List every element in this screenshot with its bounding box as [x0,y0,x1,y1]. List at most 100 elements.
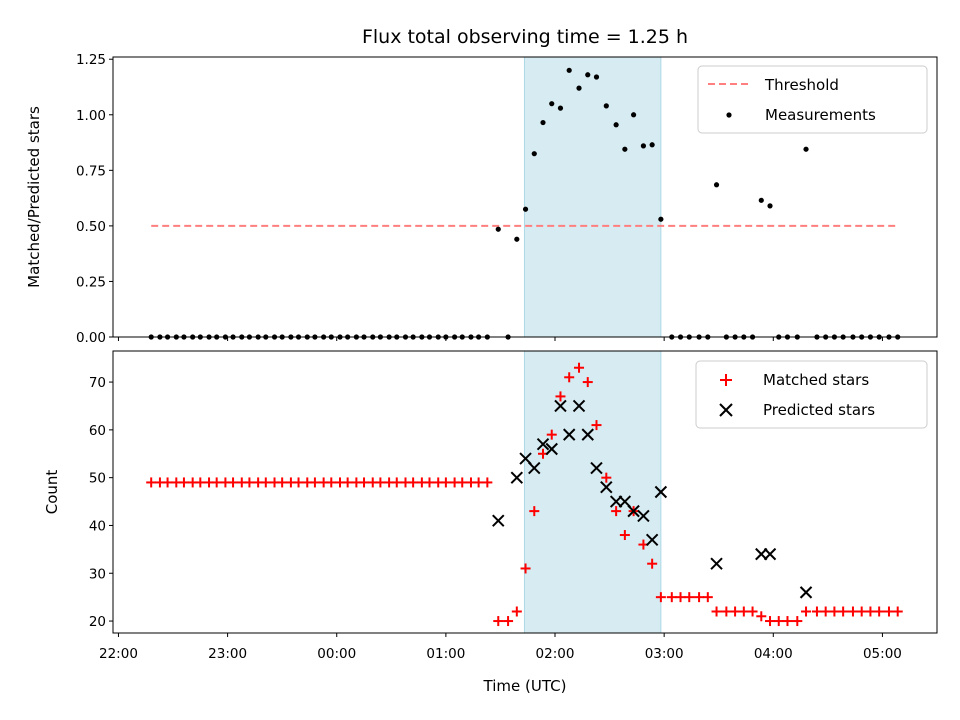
matched-star-point-24 [342,477,353,488]
xtick-label-5: 03:00 [645,646,684,662]
matched-star-point-79 [829,606,840,617]
bottom-ticks-layer: 20 30 40 50 60 70 22:00 23:00 00:00 01:00 02:00 03:… [89,375,902,662]
matched-star-point-22 [326,477,337,488]
matched-star-point-41 [482,477,493,488]
predicted-star-point-0 [492,514,505,527]
matched-star-point-0 [146,477,157,488]
measurement-point-44 [514,236,520,242]
bottom-legend: Matched stars Predicted stars [695,360,928,429]
bottom-ytick-label-0: 20 [89,614,106,630]
measurement-point-46 [531,151,537,157]
matched-star-point-30 [391,477,402,488]
predicted-star-point-16 [645,533,659,547]
legend-measurements-label: Measurements [765,106,876,124]
matched-star-point-66 [711,606,722,617]
matched-star-point-28 [375,477,386,488]
xtick-label-4: 02:00 [536,646,575,662]
top-axes-frame [112,56,938,338]
matched-star-point-72 [765,616,776,627]
top-ylabel: Matched/Predicted stars [25,106,43,288]
matched-star-point-74 [782,616,793,627]
matched-star-point-16 [277,477,288,488]
predicted-star-point-5 [545,442,558,456]
matched-star-point-51 [574,362,585,373]
legend-matched-label: Matched stars [763,371,869,389]
matched-star-point-26 [359,477,370,488]
matched-star-point-14 [260,477,271,488]
legend-threshold-label: Threshold [764,76,839,94]
measurement-point-42 [495,226,501,232]
measurement-point-54 [603,103,609,109]
matched-star-point-34 [424,477,435,488]
predicted-star-point-7 [562,428,576,441]
bottom-legend-box [695,360,928,429]
measurement-point-53 [593,74,600,80]
legend-measurements-swatch [726,112,732,118]
top-panel: 0.00 0.25 0.50 0.75 1.00 1.25 Matched/Predict… [25,52,938,346]
matched-star-point-38 [457,477,468,488]
predicted-star-point-20 [763,547,777,561]
matched-star-point-20 [309,477,320,488]
measurement-point-51 [576,85,582,91]
legend-predicted-swatch [719,403,733,417]
measurement-point-71 [758,197,764,203]
xtick-label-7: 05:00 [863,646,902,662]
xtick-label-0: 22:00 [99,646,138,662]
predicted-star-point-14 [627,504,640,518]
measurement-point-45 [522,206,529,212]
measurement-point-56 [622,146,628,152]
matched-star-point-8 [211,477,222,488]
bottom-shaded-span [523,350,662,634]
matched-star-point-48 [546,429,557,440]
matched-star-point-18 [293,477,304,488]
measurement-point-47 [540,119,546,126]
matched-star-point-65 [702,592,713,603]
measurement-point-76 [803,146,809,152]
matched-star-point-50 [564,372,575,383]
bottom-ylabel: Count [43,470,61,515]
top-ytick-label-1: 0.25 [76,274,106,290]
bottom-predicted-layer [492,399,813,599]
measurement-point-66 [713,182,720,188]
measurement-point-72 [767,203,773,209]
top-ytick-label-3: 0.75 [76,163,106,179]
matched-star-point-82 [856,606,867,617]
top-ytick-label-4: 1.00 [76,108,106,124]
matched-star-point-10 [228,477,239,488]
matched-star-point-55 [611,506,622,517]
matched-star-point-64 [694,592,705,603]
matched-star-point-59 [647,558,658,569]
matched-star-point-2 [162,477,173,488]
bottom-matched-layer [146,362,903,627]
matched-star-point-32 [408,477,419,488]
bottom-ytick-label-1: 30 [89,566,106,582]
matched-star-point-49 [555,391,566,402]
matched-star-point-76 [801,606,812,617]
xtick-label-3: 01:00 [426,646,465,662]
matched-star-point-85 [883,606,894,617]
matched-star-point-71 [756,611,767,622]
matched-star-point-60 [655,592,666,603]
predicted-star-point-8 [572,399,586,413]
matched-star-point-56 [619,530,630,541]
matched-star-point-40 [473,477,484,488]
xtick-label-6: 04:00 [754,646,793,662]
predicted-star-point-11 [600,481,613,494]
x-axis-label: Time (UTC) [483,677,567,695]
matched-star-point-81 [847,606,858,617]
top-ytick-label-2: 0.50 [76,219,106,235]
predicted-star-point-10 [590,461,603,475]
top-ytick-label-5: 1.25 [76,52,106,68]
matched-star-point-12 [244,477,255,488]
predicted-star-point-6 [554,399,567,413]
measurement-point-49 [557,105,564,111]
bottom-ytick-label-5: 70 [89,375,106,391]
predicted-star-point-17 [654,485,668,499]
matched-star-point-68 [730,606,741,617]
measurement-point-59 [649,142,655,148]
bottom-ytick-label-4: 60 [89,423,106,439]
matched-star-point-53 [591,420,602,431]
measurement-point-55 [613,122,619,128]
matched-star-point-4 [178,477,189,488]
matched-star-point-69 [738,606,749,617]
